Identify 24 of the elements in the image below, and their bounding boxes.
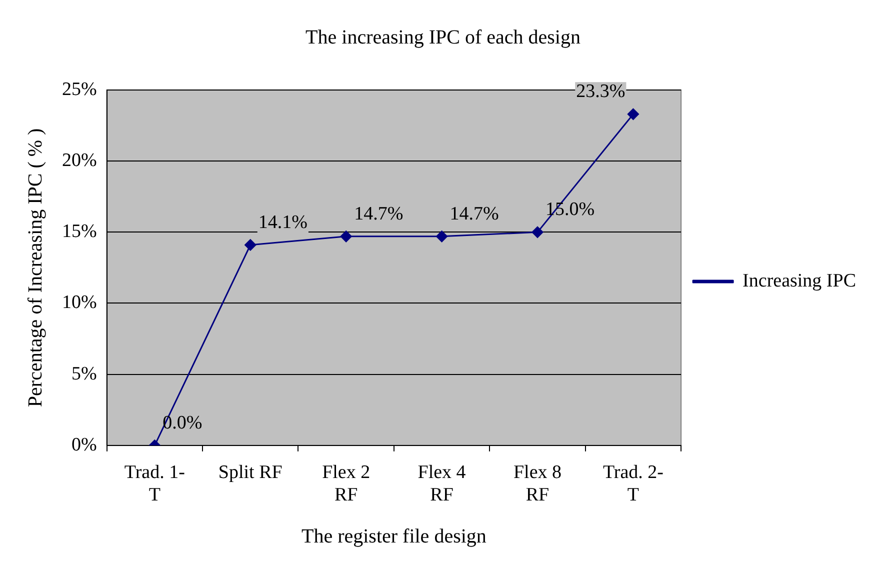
point xyxy=(340,230,352,242)
y-tick-label: 5% xyxy=(72,363,97,384)
x-tick-label: Trad. 1-T xyxy=(124,462,185,506)
data-label: 23.3% xyxy=(576,81,626,102)
x-tick-label: Split RF xyxy=(218,462,282,483)
data-label: 14.7% xyxy=(450,203,500,224)
x-tick-label: Flex 2 RF xyxy=(322,462,370,506)
y-axis-title: Percentage of Increasing IPC ( % ) xyxy=(24,128,46,408)
x-tick-label: Trad. 2-T xyxy=(602,462,664,506)
legend-label: Increasing IPC xyxy=(742,270,856,292)
data-label: 14.1% xyxy=(258,212,308,233)
point xyxy=(244,239,256,251)
x-tick-label: Flex 8 RF xyxy=(513,462,562,506)
data-label: 14.7% xyxy=(354,203,404,224)
x-tick-label: Flex 4 RF xyxy=(418,462,466,506)
y-tick-label: 20% xyxy=(62,150,97,172)
point xyxy=(436,230,448,242)
y-tick-label: 25% xyxy=(62,78,97,100)
y-tick-label: 10% xyxy=(62,292,97,314)
x-axis-title: The register file design xyxy=(301,525,486,548)
y-tick-label: 0% xyxy=(72,434,97,456)
point xyxy=(532,226,544,238)
y-tick-label: 15% xyxy=(62,221,97,242)
chart-title: The increasing IPC of each design xyxy=(306,26,580,48)
